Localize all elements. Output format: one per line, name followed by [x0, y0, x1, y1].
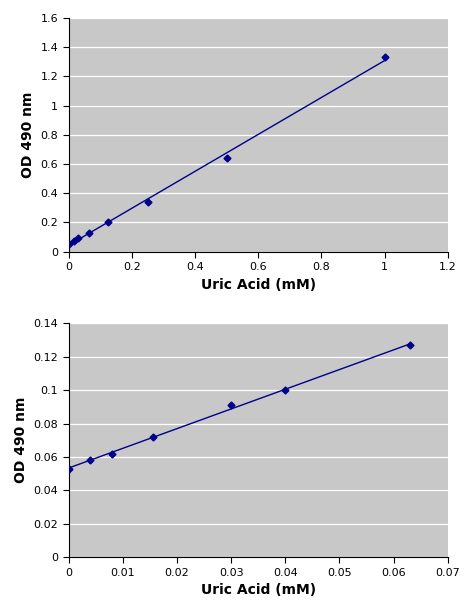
Y-axis label: OD 490 nm: OD 490 nm	[21, 92, 35, 178]
Y-axis label: OD 490 nm: OD 490 nm	[14, 397, 28, 483]
X-axis label: Uric Acid (mM): Uric Acid (mM)	[201, 583, 316, 597]
X-axis label: Uric Acid (mM): Uric Acid (mM)	[201, 277, 316, 291]
